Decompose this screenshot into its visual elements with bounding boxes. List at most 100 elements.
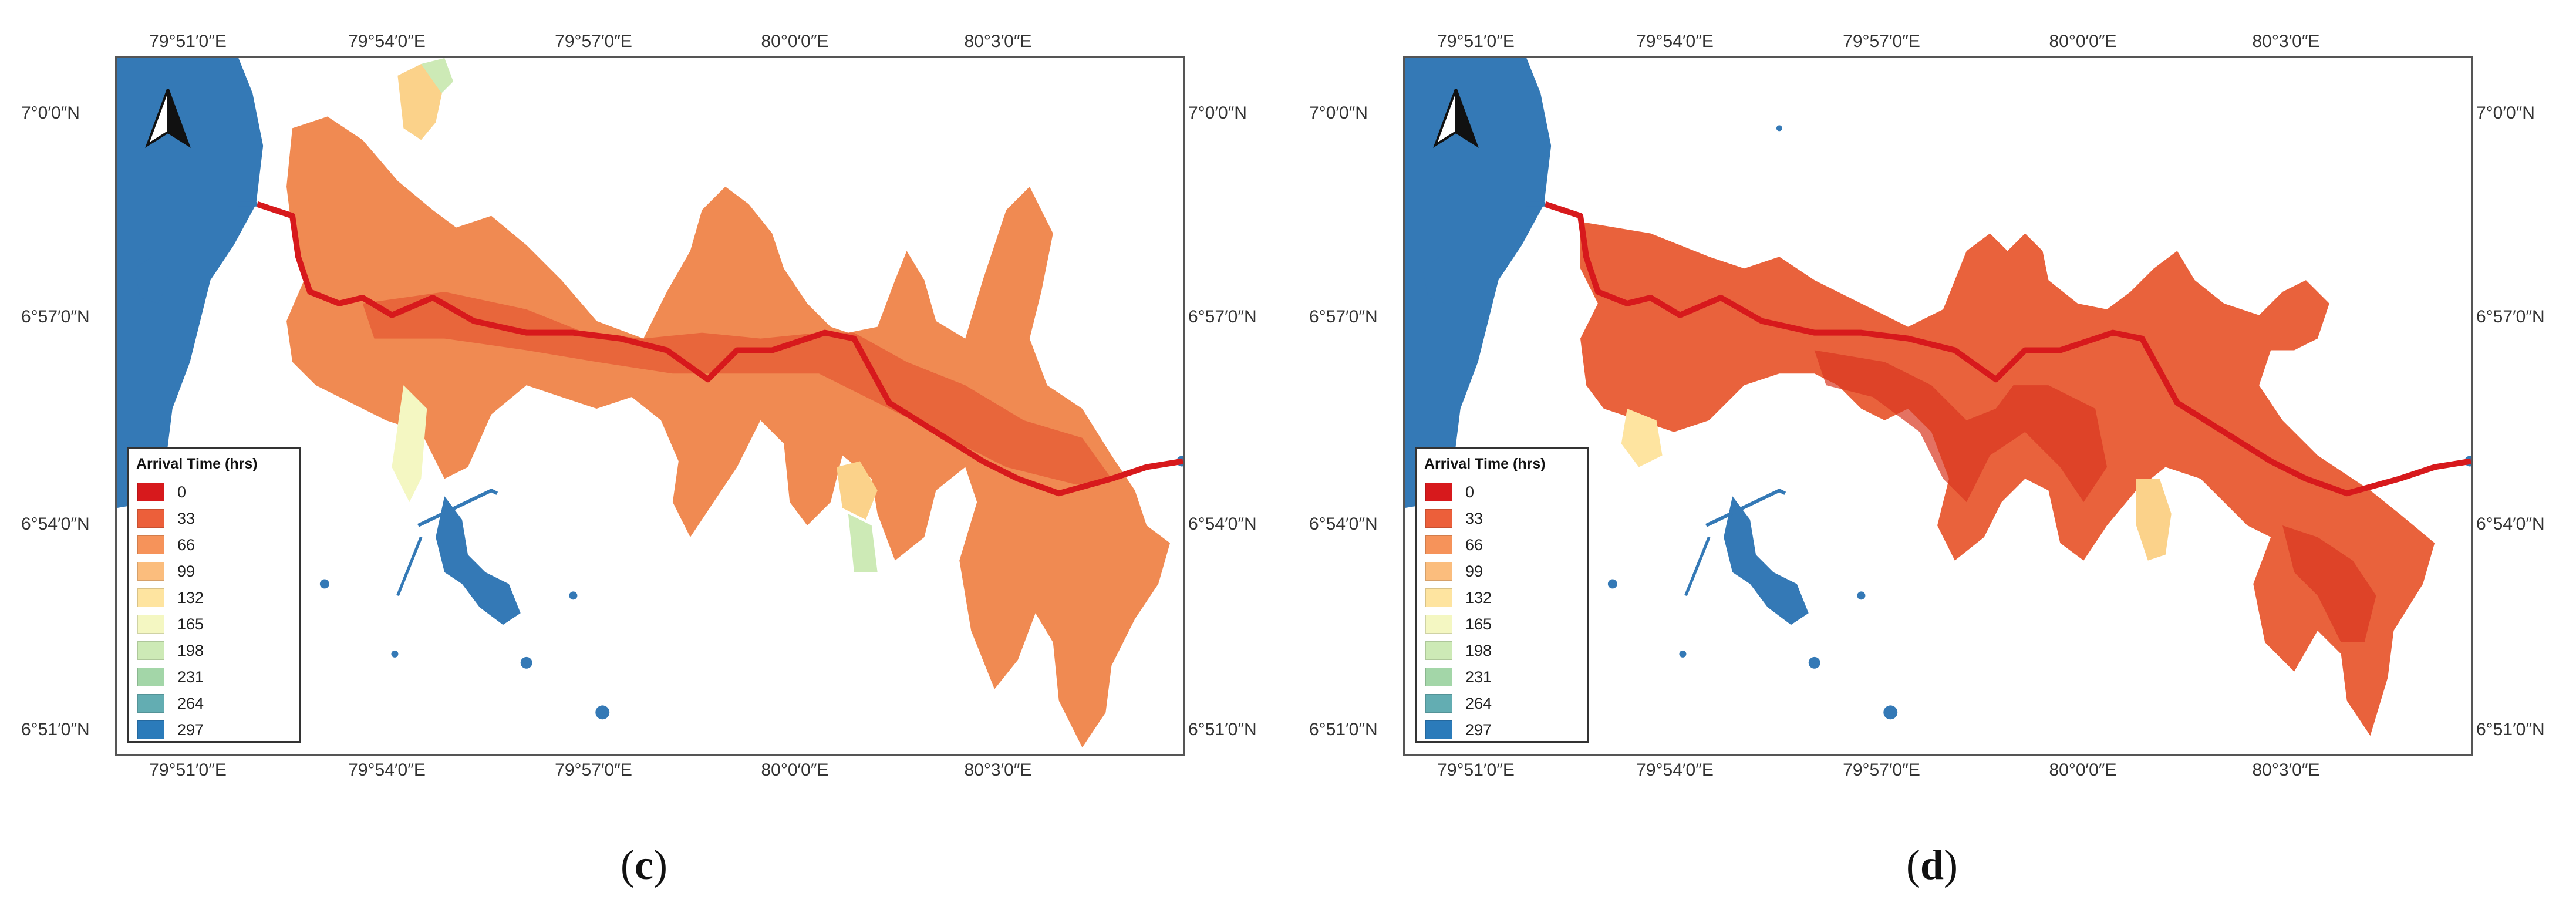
legend-swatch (137, 509, 164, 528)
lat-label: 6°57′0″N (2476, 307, 2545, 326)
legend-swatch (1425, 535, 1452, 554)
channel (1684, 536, 1711, 597)
lat-label: 6°57′0″N (21, 307, 90, 326)
legend-label: 165 (177, 615, 204, 633)
panel-caption-letter: c (635, 841, 653, 888)
flood-zone-late (848, 514, 878, 572)
legend-entry: 132 (137, 586, 204, 609)
sea (1405, 58, 1552, 508)
legend-entry: 297 (1425, 718, 1492, 742)
legend-entry: 231 (1425, 665, 1492, 689)
legend-label: 99 (1465, 562, 1483, 580)
legend-label: 198 (1465, 641, 1492, 659)
map-frame: Arrival Time (hrs) 0 33 66 99 132 165 19… (1403, 56, 2473, 756)
lon-label: 80°3′0″E (964, 32, 1032, 51)
legend-entry: 99 (1425, 560, 1483, 583)
lon-label: 80°0′0″E (761, 32, 829, 51)
flood-zone-late (836, 461, 878, 520)
lake (436, 496, 521, 625)
legend-swatch (137, 562, 164, 581)
legend-swatch (1425, 509, 1452, 528)
lon-label: 79°54′0″E (1636, 760, 1714, 780)
legend-entry: 165 (137, 612, 204, 636)
legend-swatch (137, 720, 164, 739)
flood-zone-early (2282, 525, 2376, 642)
lon-label: 79°51′0″E (149, 760, 227, 780)
map-canvas (117, 58, 1183, 748)
coastal-lagoon (1422, 257, 1458, 304)
legend-swatch (137, 615, 164, 634)
flood-zone-late (2136, 479, 2172, 561)
legend-label: 297 (177, 720, 204, 739)
channel (1705, 488, 1786, 527)
legend-entry: 66 (1425, 533, 1483, 557)
legend-swatch (1425, 668, 1452, 686)
legend-label: 132 (177, 588, 204, 607)
flood-extent (1580, 221, 2435, 736)
coastal-lagoon (134, 257, 170, 304)
legend-swatch (1425, 694, 1452, 713)
legend-swatch (1425, 720, 1452, 739)
lon-label: 79°54′0″E (348, 32, 426, 51)
map-frame: Arrival Time (hrs) 0 33 66 99 132 165 19… (115, 56, 1185, 756)
panel-caption: (d) (1906, 841, 1958, 888)
panel-caption-letter: d (1920, 841, 1944, 888)
lake (1724, 496, 1809, 625)
legend-entry: 99 (137, 560, 195, 583)
lat-label: 6°54′0″N (1309, 514, 1378, 534)
lat-label: 6°54′0″N (21, 514, 90, 534)
lon-label: 80°0′0″E (2049, 760, 2117, 780)
lon-label: 80°3′0″E (2252, 760, 2320, 780)
legend-swatch (137, 588, 164, 607)
legend-swatch (137, 694, 164, 713)
lat-label: 6°54′0″N (1188, 514, 1257, 534)
lat-label: 6°57′0″N (1188, 307, 1257, 326)
lon-label: 80°3′0″E (964, 760, 1032, 780)
channel (417, 488, 498, 527)
lat-label: 7°0′0″N (21, 103, 80, 123)
legend-label: 231 (1465, 668, 1492, 686)
legend-label: 66 (177, 535, 195, 554)
lat-label: 7°0′0″N (1309, 103, 1368, 123)
legend-swatch (137, 483, 164, 501)
legend-label: 0 (177, 483, 187, 501)
legend-swatch (1425, 588, 1452, 607)
legend-entry: 264 (1425, 692, 1492, 715)
legend-label: 33 (1465, 509, 1483, 527)
legend-label: 165 (1465, 615, 1492, 633)
map-panel-d: 79°51′0″E 79°54′0″E 79°57′0″E 80°0′0″E 8… (1288, 0, 2576, 923)
legend-entry: 33 (137, 507, 195, 530)
legend-label: 132 (1465, 588, 1492, 607)
legend-entry: 198 (1425, 639, 1492, 662)
legend: Arrival Time (hrs) 0 33 66 99 132 165 19… (127, 447, 301, 743)
legend-label: 33 (177, 509, 195, 527)
flood-zone-early (1814, 350, 2108, 503)
flood-zone-late (397, 63, 445, 140)
sea (117, 58, 264, 508)
legend-label: 0 (1465, 483, 1475, 501)
lon-label: 79°51′0″E (1437, 32, 1515, 51)
legend-swatch (1425, 615, 1452, 634)
legend-label: 264 (1465, 694, 1492, 712)
main-river (256, 201, 1183, 497)
legend-label: 66 (1465, 535, 1483, 554)
channel (396, 536, 423, 597)
legend-swatch (137, 668, 164, 686)
legend-entry: 297 (137, 718, 204, 742)
legend-title: Arrival Time (hrs) (136, 456, 258, 472)
flood-zone-late (421, 58, 454, 93)
legend: Arrival Time (hrs) 0 33 66 99 132 165 19… (1415, 447, 1589, 743)
flood-zone-late (392, 385, 427, 503)
lon-label: 79°51′0″E (149, 32, 227, 51)
lon-label: 79°57′0″E (555, 32, 632, 51)
legend-entry: 132 (1425, 586, 1492, 609)
legend-entry: 0 (137, 480, 186, 504)
lon-label: 80°3′0″E (2252, 32, 2320, 51)
lon-label: 79°57′0″E (555, 760, 632, 780)
legend-label: 297 (1465, 720, 1492, 739)
lat-label: 6°54′0″N (2476, 514, 2545, 534)
legend-entry: 231 (137, 665, 204, 689)
lon-label: 79°57′0″E (1843, 32, 1920, 51)
map-canvas (1405, 58, 2471, 736)
legend-swatch (1425, 562, 1452, 581)
